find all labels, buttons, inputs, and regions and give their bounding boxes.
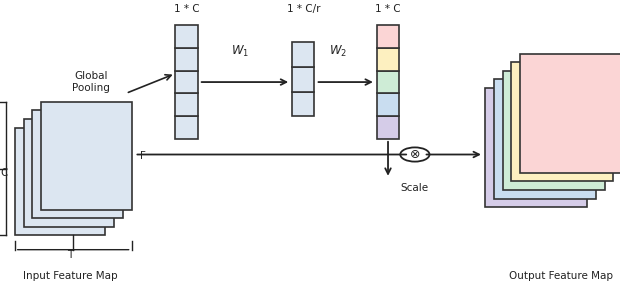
FancyBboxPatch shape xyxy=(520,54,620,173)
FancyBboxPatch shape xyxy=(32,111,123,218)
Text: Input Feature Map: Input Feature Map xyxy=(23,271,118,281)
Text: $\otimes$: $\otimes$ xyxy=(409,148,420,161)
Text: 1 * C/r: 1 * C/r xyxy=(286,4,320,14)
FancyBboxPatch shape xyxy=(175,116,198,139)
Text: C: C xyxy=(1,168,8,178)
FancyBboxPatch shape xyxy=(292,92,314,116)
Text: $\boldsymbol{W_1}$: $\boldsymbol{W_1}$ xyxy=(231,44,249,59)
FancyBboxPatch shape xyxy=(494,79,596,198)
FancyBboxPatch shape xyxy=(292,67,314,92)
Circle shape xyxy=(401,147,430,162)
FancyBboxPatch shape xyxy=(377,116,399,139)
Text: Scale: Scale xyxy=(401,183,429,193)
FancyBboxPatch shape xyxy=(41,102,131,210)
FancyBboxPatch shape xyxy=(377,25,399,48)
FancyBboxPatch shape xyxy=(512,62,613,181)
FancyBboxPatch shape xyxy=(15,128,105,236)
Text: T: T xyxy=(67,250,73,260)
FancyBboxPatch shape xyxy=(292,42,314,67)
Text: 1 * C: 1 * C xyxy=(375,4,401,14)
FancyBboxPatch shape xyxy=(377,71,399,93)
FancyBboxPatch shape xyxy=(175,25,198,48)
FancyBboxPatch shape xyxy=(175,48,198,71)
FancyBboxPatch shape xyxy=(485,88,587,207)
FancyBboxPatch shape xyxy=(377,93,399,116)
FancyBboxPatch shape xyxy=(24,119,114,227)
FancyBboxPatch shape xyxy=(175,71,198,93)
Text: F: F xyxy=(140,151,146,161)
Text: Global
Pooling: Global Pooling xyxy=(72,71,110,93)
Text: 1 * C: 1 * C xyxy=(174,4,199,14)
FancyBboxPatch shape xyxy=(175,93,198,116)
FancyBboxPatch shape xyxy=(377,48,399,71)
FancyBboxPatch shape xyxy=(502,71,604,190)
Text: $\boldsymbol{W_2}$: $\boldsymbol{W_2}$ xyxy=(329,44,347,59)
Text: Output Feature Map: Output Feature Map xyxy=(509,271,613,281)
